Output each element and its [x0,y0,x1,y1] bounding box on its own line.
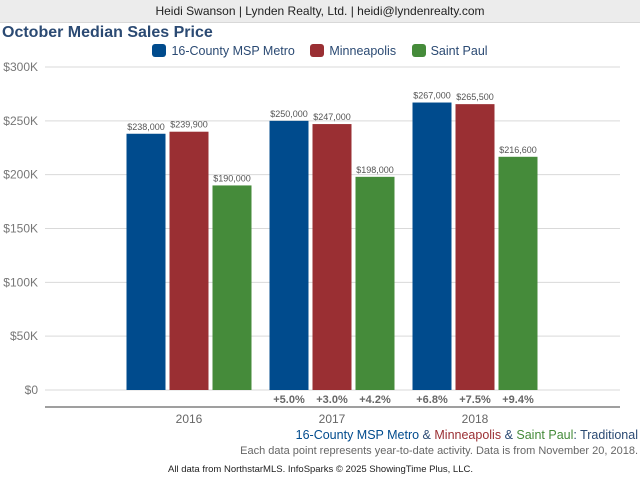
legend-swatch-minneapolis [310,44,325,57]
bar [126,133,166,390]
bar [498,156,538,390]
bar [412,102,452,390]
change-label: +6.8% [416,394,448,406]
y-tick-label: $0 [25,383,39,397]
bar [212,185,252,390]
contact-header: Heidi Swanson | Lynden Realty, Ltd. | he… [0,0,640,23]
bar [355,176,395,390]
y-tick-label: $300K [3,60,38,74]
legend-swatch-saint-paul [411,44,426,57]
x-tick-label: 2018 [462,412,489,426]
bar-value-label: $265,500 [456,92,494,102]
bar-value-label: $239,900 [170,120,208,130]
subtitle-minneapolis: Minneapolis [434,428,502,442]
subtitle-type: : Traditional [573,428,638,442]
bar-value-label: $190,000 [213,173,251,183]
footer-credit: All data from NorthstarMLS. InfoSparks ©… [168,464,473,475]
y-tick-label: $250K [3,114,38,128]
legend-item-saint-paul[interactable]: Saint Paul [411,44,488,58]
y-tick-label: $50K [10,329,38,343]
change-label: +5.0% [273,394,305,406]
bar [269,120,309,390]
change-label: +9.4% [502,394,534,406]
legend-label-metro: 16-County MSP Metro [171,44,295,58]
change-label: +4.2% [359,394,391,406]
bar-value-label: $198,000 [356,165,394,175]
x-tick-label: 2016 [176,412,203,426]
legend-item-minneapolis[interactable]: Minneapolis [310,44,396,58]
change-label: +7.5% [459,394,491,406]
bar [455,104,495,391]
bar [312,124,352,391]
subtitle-sep: & [419,428,435,442]
contact-text: Heidi Swanson | Lynden Realty, Ltd. | he… [155,4,485,18]
legend-item-metro[interactable]: 16-County MSP Metro [152,44,295,58]
bar-value-label: $250,000 [270,109,308,119]
bar-value-label: $247,000 [313,112,351,122]
y-tick-label: $200K [3,168,38,182]
subtitle-saint-paul: Saint Paul [516,428,574,442]
change-label: +3.0% [316,394,348,406]
x-tick-label: 2017 [319,412,346,426]
data-note: Each data point represents year-to-date … [240,445,638,457]
subtitle-metro: 16-County MSP Metro [295,428,420,442]
legend-label-saint-paul: Saint Paul [430,44,488,58]
legend-swatch-metro [152,44,167,57]
bar-value-label: $267,000 [413,91,451,101]
bar-value-label: $216,600 [499,145,537,155]
legend-label-minneapolis: Minneapolis [329,44,397,58]
bar-value-label: $238,000 [127,122,165,132]
chart-subtitle: 16-County MSP Metro & Minneapolis & Sain… [296,428,638,442]
y-tick-label: $100K [3,275,38,289]
bar [169,131,209,390]
chart-title: October Median Sales Price [2,24,213,41]
chart-legend: 16-County MSP Metro Minneapolis Saint Pa… [0,44,640,58]
subtitle-sep: & [501,428,517,442]
y-tick-label: $150K [3,222,38,236]
